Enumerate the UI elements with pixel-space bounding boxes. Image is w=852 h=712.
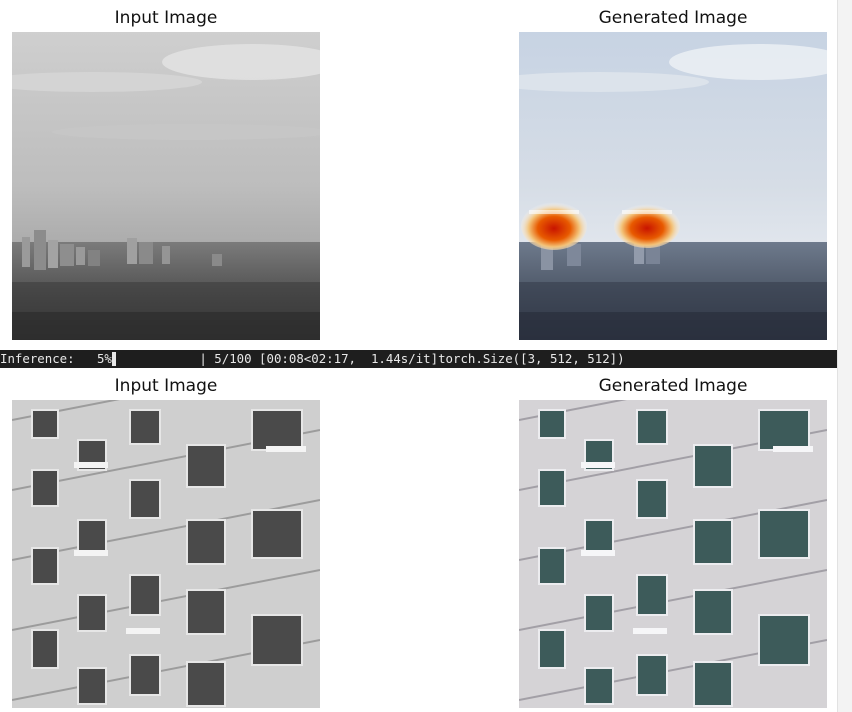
input-image-title: Input Image — [114, 8, 218, 28]
progress-tail: | 5/100 [00:08<02:17, 1.44s/it]torch.Siz… — [191, 351, 625, 366]
generated-image-title: Generated Image — [598, 8, 748, 28]
progress-bar-fill — [111, 352, 116, 366]
generated-image-building — [519, 400, 827, 708]
input-image-title: Input Image — [114, 376, 218, 396]
scrollbar-gutter[interactable] — [837, 0, 852, 712]
input-image-building — [12, 400, 320, 708]
figure-row-1: Input Image Generated Image — [0, 0, 837, 350]
generated-image-title: Generated Image — [598, 376, 748, 396]
inference-progress-line: Inference: 5% | 5/100 [00:08<02:17, 1.44… — [0, 350, 837, 368]
generated-image-skyline — [519, 32, 827, 340]
progress-label: Inference: 5% — [0, 351, 112, 366]
figure-row-2: Input Image Generated Image — [0, 368, 837, 712]
progress-bar — [111, 352, 192, 366]
input-image-skyline — [12, 32, 320, 340]
